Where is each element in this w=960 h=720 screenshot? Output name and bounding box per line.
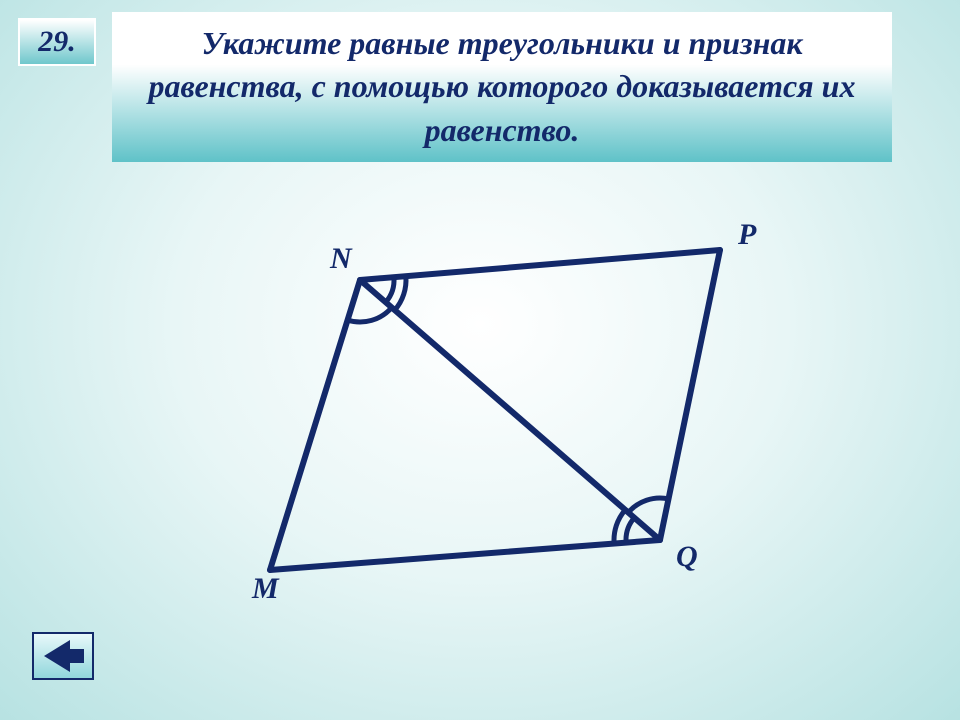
vertex-label-Q: Q — [676, 540, 698, 574]
angle-mark — [626, 518, 634, 543]
angle-mark — [348, 308, 392, 322]
problem-number-badge: 29. — [18, 18, 96, 66]
edge-NP — [360, 250, 720, 280]
title-box: Укажите равные треугольники и признак ра… — [112, 12, 892, 162]
geometry-diagram — [200, 220, 820, 640]
edge-NQ — [360, 280, 660, 540]
vertex-label-P: P — [738, 218, 756, 252]
problem-number-text: 29. — [38, 25, 76, 59]
slide: 29. Укажите равные треугольники и призна… — [0, 0, 960, 720]
vertex-label-N: N — [330, 242, 352, 276]
angle-mark — [386, 277, 394, 302]
vertex-label-M: M — [252, 572, 279, 606]
back-button[interactable] — [32, 632, 94, 680]
title-text: Укажите равные треугольники и признак ра… — [126, 22, 878, 152]
edge-QM — [270, 540, 660, 570]
edge-MN — [270, 280, 360, 570]
back-arrow-icon — [32, 632, 94, 680]
angle-mark — [628, 498, 668, 512]
